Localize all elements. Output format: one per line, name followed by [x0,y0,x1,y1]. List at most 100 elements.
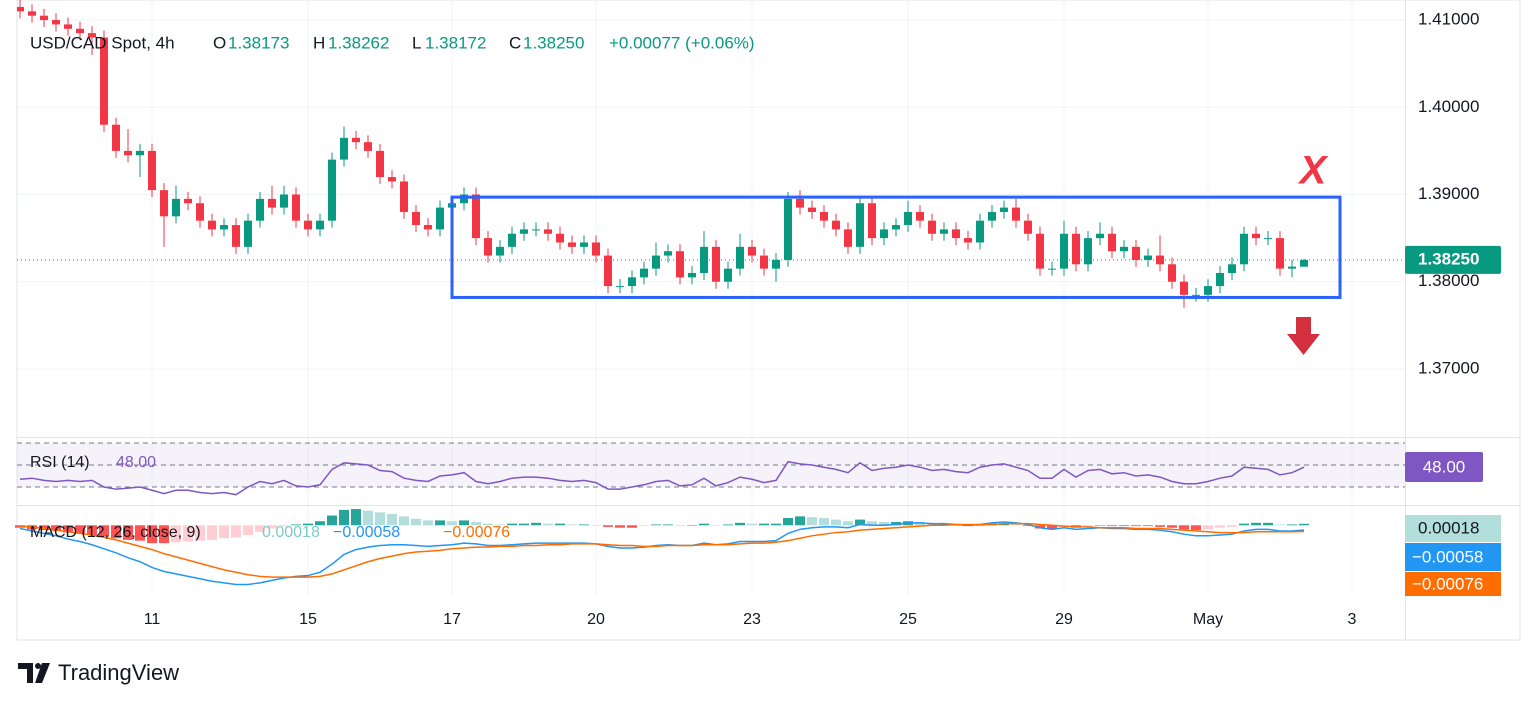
pane-separator [17,437,1520,438]
candle-body [676,251,684,278]
macd-histogram-bar [411,518,421,526]
macd-histogram-bar [471,522,481,526]
macd-histogram-bar [639,525,649,527]
candle-body [1276,238,1284,269]
y-tick-label: 1.39000 [1418,184,1479,203]
candle-body [1036,233,1044,269]
candle-body [400,181,408,212]
macd-histogram-bar [759,523,769,526]
candle-body [136,150,144,156]
candle-body [688,273,696,278]
macd-histogram-bar [231,525,241,538]
candle-body [472,194,480,239]
y-tick-label: 1.38000 [1418,271,1479,290]
macd-histogram-bar [831,519,841,526]
macd-histogram-bar [51,525,61,531]
candle-body [580,242,588,247]
macd-histogram-bar [423,520,433,526]
candle-body [328,159,336,221]
macd-histogram-bar [315,521,325,526]
annotation-label: X [1298,149,1329,193]
candle-body [88,33,96,38]
candle-body [256,198,264,221]
candle-body [1096,233,1104,239]
candle-body [988,211,996,221]
macd-histogram-bar [543,523,553,526]
candle-body [172,198,180,217]
candle-body [940,229,948,234]
candle-body [544,229,552,234]
macd-histogram-bar [435,520,445,526]
candle-body [316,220,324,230]
ohlc-value: 1.38173 [228,33,289,52]
macd-histogram-bar [171,525,181,543]
candle-body [568,242,576,247]
x-tick-label: 29 [1055,611,1073,628]
candle-body [1180,281,1188,295]
macd-histogram-bar [135,525,145,541]
candle-body [1216,273,1224,287]
candle-body [1204,286,1212,295]
candle-body [532,229,540,231]
candle-body [208,220,216,230]
macd-histogram-bar [1119,525,1129,527]
macd-histogram-bar [207,525,217,540]
candle-body [796,198,804,208]
y-tick-label: 1.37000 [1418,358,1479,377]
macd-histogram-bar [459,520,469,526]
macd-histogram-bar [975,525,985,526]
macd-histogram-bar [1275,524,1285,526]
candle-body [832,220,840,230]
macd-histogram-bar [519,523,529,526]
range-box [450,195,1342,299]
macd-histogram-bar [87,525,97,535]
macd-histogram-bar [807,517,817,526]
macd-line [19,521,1305,586]
macd-histogram-bar [1239,523,1249,526]
candle-body [340,137,348,160]
x-tick-label: 11 [144,611,161,628]
x-tick-label: May [1193,611,1223,628]
macd-histogram-bar [111,525,121,539]
candle-body [1168,264,1176,282]
candle-body [904,211,912,226]
candle-body [1084,238,1092,265]
macd-histogram-bar [915,522,925,526]
hist-badge [1405,515,1501,542]
macd-histogram-bar [495,524,505,526]
y-tick-label: 1.41000 [1418,10,1479,29]
macd-histogram-bar [531,522,541,526]
signal-value: −0.00076 [443,524,510,541]
candle-body [964,238,972,243]
macd-histogram-bar [1263,522,1273,526]
macd-histogram-bar [735,522,745,526]
macd-histogram-bar [63,525,73,533]
macd-histogram-bar [1131,525,1141,527]
candle-body [28,11,36,16]
ohlc-key: O [213,33,226,52]
macd-histogram-bar [279,525,289,527]
candle-body [1072,233,1080,265]
macd-histogram-bar [1203,525,1213,530]
macd-histogram-bar [399,516,409,526]
chart-title: USD/CAD Spot, 4h [30,33,175,52]
candle-body [352,137,360,143]
macd-histogram-bar [219,525,229,539]
candle-body [592,242,600,256]
candle-body [484,238,492,256]
candle-body [928,220,936,234]
macd-histogram-bar [771,523,781,526]
candle-body [112,124,120,151]
rsi-badge [1405,452,1483,482]
macd-histogram-bar [1179,525,1189,530]
candle-body [160,190,168,217]
x-tick-label: 23 [743,611,761,628]
candle-body [520,229,528,234]
down-arrow [1287,317,1320,355]
candle-body [736,246,744,269]
macd-histogram-bar [255,525,265,532]
ohlc-key: C [509,33,521,52]
hist-badge-label: 0.00018 [1418,518,1479,537]
candle-body [376,150,384,178]
